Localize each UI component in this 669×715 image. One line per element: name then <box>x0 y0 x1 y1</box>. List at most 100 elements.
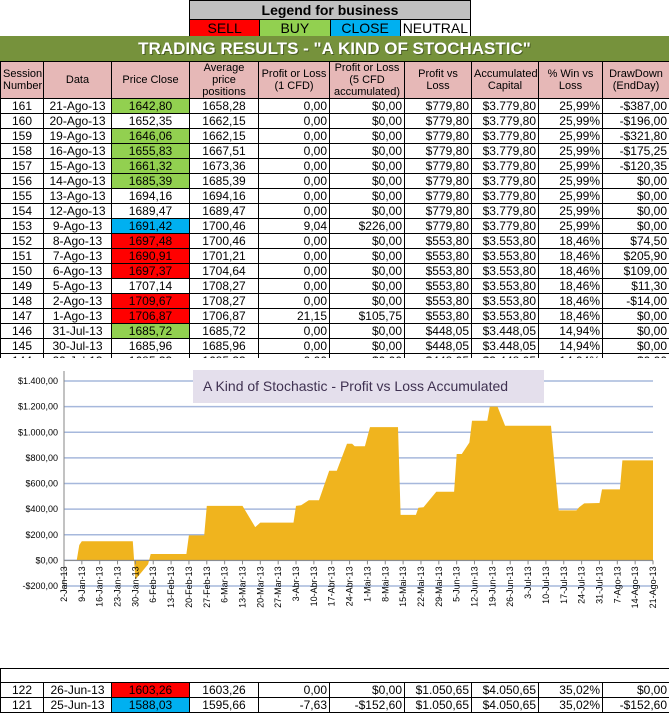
cell[interactable]: $0,00 <box>602 323 669 339</box>
cell[interactable]: 1708,27 <box>189 278 259 294</box>
cell[interactable]: 0,00 <box>258 173 330 189</box>
cell[interactable]: 18,46% <box>538 293 603 309</box>
cell[interactable]: $0,00 <box>602 338 669 354</box>
cell[interactable]: 157 <box>0 158 44 174</box>
cell[interactable]: -$152,60 <box>602 697 669 713</box>
cell[interactable]: $1.050,65 <box>404 697 472 713</box>
cell[interactable]: 1662,15 <box>189 128 259 144</box>
table-row[interactable]: 160 20-Ago-13 1652,35 1662,15 0,00 $0,00 $779,… <box>0 113 669 129</box>
cell[interactable]: 0,00 <box>258 203 330 219</box>
cell[interactable]: 25,99% <box>538 218 603 234</box>
cell[interactable]: 0,00 <box>258 188 330 204</box>
cell[interactable]: $3.779,80 <box>471 113 539 129</box>
cell[interactable]: 0,00 <box>258 128 330 144</box>
cell[interactable]: 1595,66 <box>189 697 259 713</box>
cell[interactable]: -$387,00 <box>602 98 669 114</box>
table-row[interactable]: 156 14-Ago-13 1685,39 1685,39 0,00 $0,00 $779,… <box>0 173 669 189</box>
cell[interactable]: 151 <box>0 248 44 264</box>
cell[interactable]: $3.553,80 <box>471 233 539 249</box>
cell[interactable]: $553,80 <box>404 233 472 249</box>
cell[interactable]: $0,00 <box>329 233 405 249</box>
cell[interactable]: 1646,06 <box>111 128 190 144</box>
cell[interactable]: $779,80 <box>404 98 472 114</box>
cell[interactable]: $779,80 <box>404 218 472 234</box>
cell[interactable]: $105,75 <box>329 308 405 324</box>
cell[interactable]: 1689,47 <box>111 203 190 219</box>
table-row[interactable]: 154 12-Ago-13 1689,47 1689,47 0,00 $0,00 $779,… <box>0 203 669 219</box>
cell[interactable]: $3.553,80 <box>471 308 539 324</box>
cell[interactable]: 1697,48 <box>111 233 190 249</box>
table-row[interactable]: 157 15-Ago-13 1661,32 1673,36 0,00 $0,00 $779,… <box>0 158 669 174</box>
cell[interactable]: $0,00 <box>602 682 669 698</box>
cell[interactable]: 0,00 <box>258 233 330 249</box>
cell[interactable]: 150 <box>0 263 44 279</box>
cell[interactable]: 160 <box>0 113 44 129</box>
cell[interactable]: 1690,91 <box>111 248 190 264</box>
table-row[interactable]: 149 5-Ago-13 1707,14 1708,27 0,00 $0,00 $553,8… <box>0 278 669 294</box>
cell[interactable]: 1706,87 <box>111 308 190 324</box>
cell[interactable]: 1685,39 <box>189 173 259 189</box>
cell[interactable]: 121 <box>0 697 44 713</box>
cell[interactable]: $3.553,80 <box>471 248 539 264</box>
cell[interactable]: -$321,80 <box>602 128 669 144</box>
cell[interactable]: 0,00 <box>258 338 330 354</box>
cell[interactable]: $0,00 <box>602 188 669 204</box>
cell[interactable]: $3.779,80 <box>471 203 539 219</box>
table-row[interactable]: 158 16-Ago-13 1655,83 1667,51 0,00 $0,00 $779,… <box>0 143 669 159</box>
cell[interactable]: $0,00 <box>329 323 405 339</box>
cell[interactable]: $3.779,80 <box>471 158 539 174</box>
cell[interactable]: 1662,15 <box>189 113 259 129</box>
cell[interactable]: 25,99% <box>538 188 603 204</box>
cell[interactable]: $779,80 <box>404 173 472 189</box>
cell[interactable]: -7,63 <box>258 697 330 713</box>
table-row[interactable]: 122 26-Jun-13 1603,26 1603,26 0,00 $0,00 $1.05… <box>0 682 669 698</box>
cell[interactable]: $779,80 <box>404 143 472 159</box>
cell[interactable]: 35,02% <box>538 697 603 713</box>
cell[interactable]: 1685,96 <box>111 338 190 354</box>
cell[interactable]: $0,00 <box>329 158 405 174</box>
cell[interactable]: $779,80 <box>404 188 472 204</box>
cell[interactable]: 0,00 <box>258 143 330 159</box>
cell[interactable]: 6-Ago-13 <box>43 263 112 279</box>
cell[interactable]: $3.779,80 <box>471 143 539 159</box>
cell[interactable]: 1691,42 <box>111 218 190 234</box>
cell[interactable]: 1689,47 <box>189 203 259 219</box>
cell[interactable]: 1685,72 <box>111 323 190 339</box>
cell[interactable]: 25,99% <box>538 158 603 174</box>
cell[interactable]: 152 <box>0 233 44 249</box>
cell[interactable]: $3.779,80 <box>471 188 539 204</box>
table-row[interactable]: 145 30-Jul-13 1685,96 1685,96 0,00 $0,00 $448,… <box>0 338 669 354</box>
cell[interactable]: $3.553,80 <box>471 278 539 294</box>
cell[interactable]: $0,00 <box>329 173 405 189</box>
cell[interactable]: 26-Jun-13 <box>43 682 112 698</box>
cell[interactable]: 1603,26 <box>111 682 190 698</box>
cell[interactable]: 1685,96 <box>189 338 259 354</box>
cell[interactable]: 9-Ago-13 <box>43 218 112 234</box>
cell[interactable]: $0,00 <box>329 293 405 309</box>
cell[interactable]: 16-Ago-13 <box>43 143 112 159</box>
cell[interactable]: 15-Ago-13 <box>43 158 112 174</box>
cell[interactable]: 1673,36 <box>189 158 259 174</box>
cell[interactable]: $1.050,65 <box>404 682 472 698</box>
cell[interactable]: $0,00 <box>329 143 405 159</box>
cell[interactable]: 8-Ago-13 <box>43 233 112 249</box>
cell[interactable]: 14-Ago-13 <box>43 173 112 189</box>
cell[interactable]: 1603,26 <box>189 682 259 698</box>
cell[interactable]: 147 <box>0 308 44 324</box>
cell[interactable]: 0,00 <box>258 293 330 309</box>
cell[interactable]: $0,00 <box>329 248 405 264</box>
cell[interactable]: 0,00 <box>258 113 330 129</box>
cell[interactable]: 18,46% <box>538 263 603 279</box>
cell[interactable]: 156 <box>0 173 44 189</box>
cell[interactable]: 154 <box>0 203 44 219</box>
cell[interactable]: 14,94% <box>538 323 603 339</box>
cell[interactable]: $3.779,80 <box>471 173 539 189</box>
cell[interactable]: 149 <box>0 278 44 294</box>
cell[interactable]: 148 <box>0 293 44 309</box>
cell[interactable]: $3.779,80 <box>471 218 539 234</box>
cell[interactable]: 25,99% <box>538 113 603 129</box>
cell[interactable]: $4.050,65 <box>471 682 539 698</box>
cell[interactable]: $3.779,80 <box>471 128 539 144</box>
cell[interactable]: 21,15 <box>258 308 330 324</box>
cell[interactable]: $3.448,05 <box>471 338 539 354</box>
